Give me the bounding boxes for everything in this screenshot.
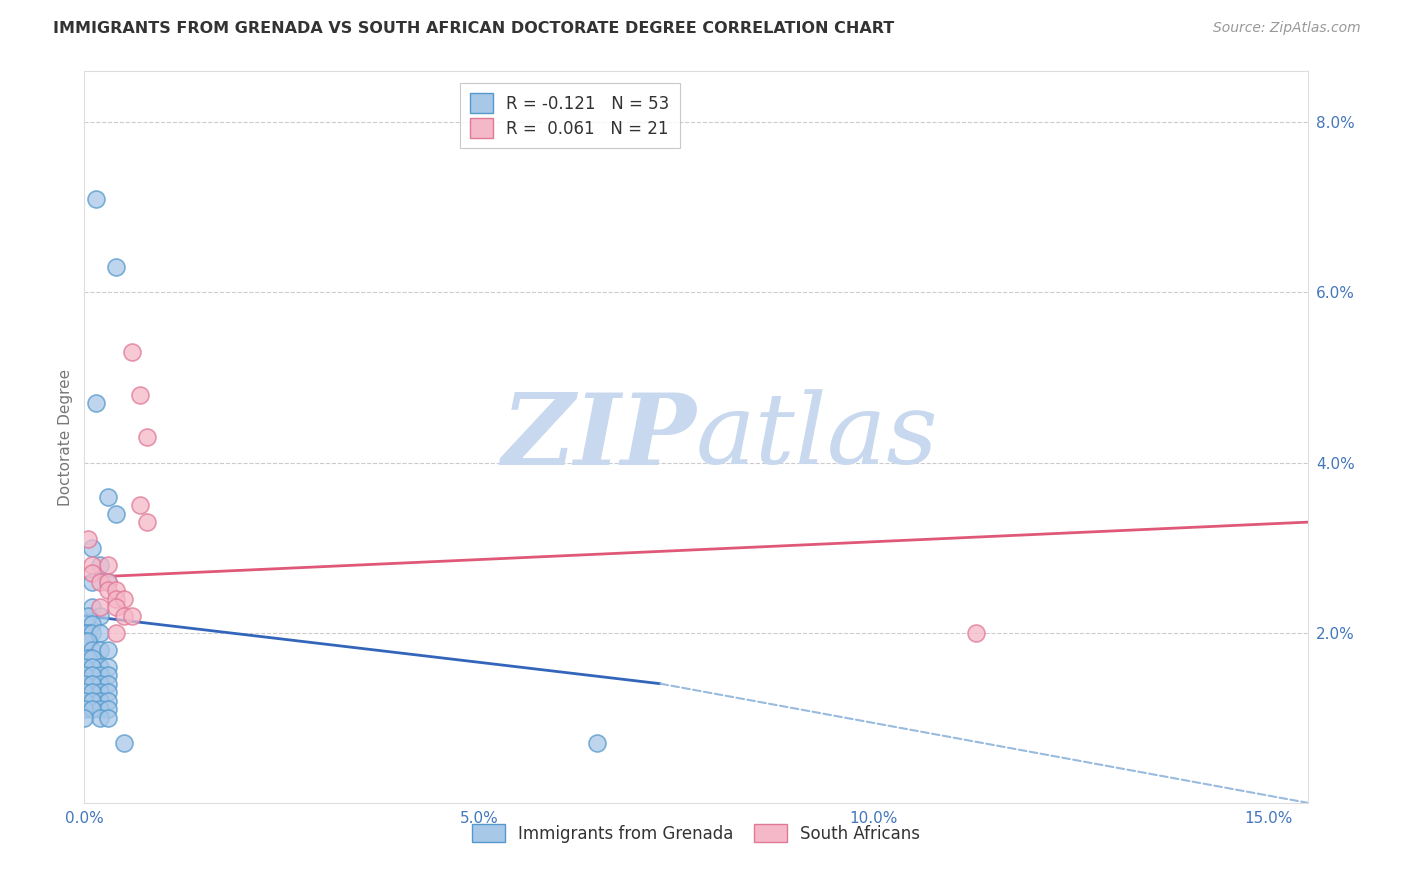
Point [73,659,96,673]
Point [89,685,111,699]
Point [97,702,120,716]
Point [84,192,107,206]
Point [89,659,111,673]
Point [97,490,120,504]
Point [128,498,150,512]
Point [586,736,609,750]
Point [89,574,111,589]
Point [77,651,100,665]
Text: Source: ZipAtlas.com: Source: ZipAtlas.com [1213,21,1361,36]
Point [73,668,96,682]
Point [82,659,104,673]
Point [97,642,120,657]
Point [136,515,159,529]
Legend: Immigrants from Grenada, South Africans: Immigrants from Grenada, South Africans [465,818,927,849]
Point [82,625,104,640]
Point [97,574,120,589]
Point [112,591,135,606]
Point [84,396,107,410]
Point [104,583,127,598]
Point [73,702,96,716]
Point [82,541,104,555]
Point [82,558,104,572]
Point [104,625,127,640]
Point [77,532,100,546]
Point [73,677,96,691]
Point [104,600,127,615]
Point [112,736,135,750]
Point [73,685,96,699]
Point [89,608,111,623]
Text: atlas: atlas [696,390,939,484]
Point [112,608,135,623]
Point [89,558,111,572]
Point [73,634,96,648]
Text: IMMIGRANTS FROM GRENADA VS SOUTH AFRICAN DOCTORATE DEGREE CORRELATION CHART: IMMIGRANTS FROM GRENADA VS SOUTH AFRICAN… [53,21,894,37]
Point [97,659,120,673]
Point [97,668,120,682]
Point [97,711,120,725]
Point [97,558,120,572]
Point [89,702,111,716]
Point [121,345,143,359]
Y-axis label: Doctorate Degree: Doctorate Degree [58,368,73,506]
Point [97,583,120,598]
Point [89,668,111,682]
Point [104,591,127,606]
Point [104,260,127,274]
Point [82,600,104,615]
Point [82,694,104,708]
Point [89,694,111,708]
Point [73,711,96,725]
Point [136,430,159,444]
Point [128,387,150,401]
Point [97,574,120,589]
Point [104,507,127,521]
Point [77,634,100,648]
Point [89,677,111,691]
Point [82,617,104,632]
Point [89,711,111,725]
Point [89,600,111,615]
Point [82,677,104,691]
Point [82,685,104,699]
Point [77,608,100,623]
Point [82,642,104,657]
Point [77,625,100,640]
Point [121,608,143,623]
Point [73,625,96,640]
Point [97,685,120,699]
Point [97,694,120,708]
Point [97,677,120,691]
Point [89,642,111,657]
Point [82,566,104,581]
Point [82,702,104,716]
Point [82,574,104,589]
Point [89,625,111,640]
Point [73,694,96,708]
Point [965,625,987,640]
Text: ZIP: ZIP [501,389,696,485]
Point [82,668,104,682]
Point [82,651,104,665]
